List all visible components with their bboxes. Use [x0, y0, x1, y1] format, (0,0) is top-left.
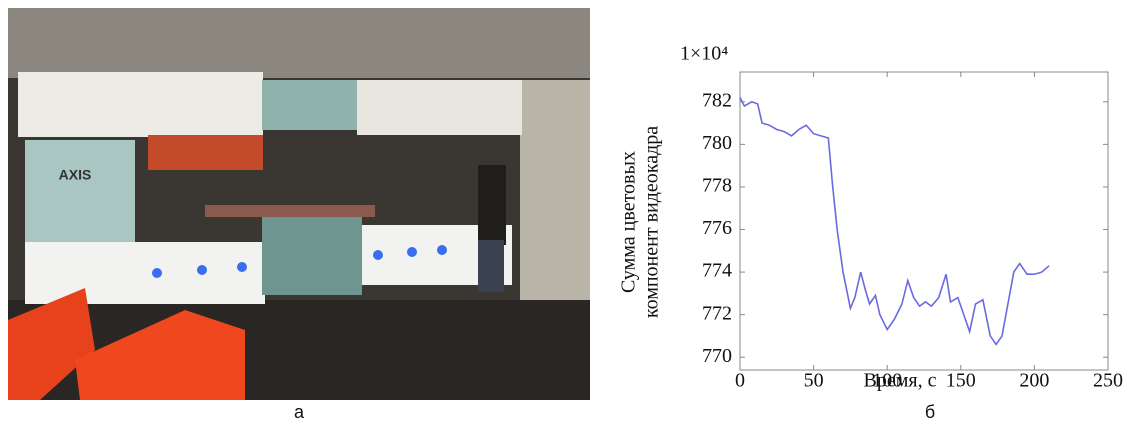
x-tick-label: 250: [1093, 370, 1123, 392]
y-axis-title: компонент видеокадра: [641, 126, 663, 318]
photo: AXIS: [8, 8, 590, 400]
y-tick-label: 776: [702, 217, 732, 239]
x-tick-label: 50: [804, 370, 824, 392]
x-tick-label: 150: [946, 370, 976, 392]
svg-text:AXIS: AXIS: [59, 167, 92, 183]
caption: б: [925, 402, 935, 422]
x-axis-title: Время, с: [864, 370, 937, 392]
y-tick-label: 782: [702, 89, 732, 111]
y-tick-label: 772: [702, 302, 732, 324]
x-tick-label: 200: [1019, 370, 1049, 392]
x-tick-label: 100: [872, 370, 902, 392]
plot-frame: [739, 71, 1109, 371]
y-tick-label: 778: [702, 175, 732, 197]
caption: а: [294, 402, 305, 422]
y-axis-title: Сумма цветовых: [618, 151, 640, 293]
data-line: [739, 97, 1050, 346]
y-tick-label: 774: [702, 260, 732, 282]
y-tick-label: 780: [702, 132, 732, 154]
y-tick-label: 770: [702, 345, 732, 367]
x-tick-label: 0: [735, 370, 745, 392]
y-multiplier: 1×10⁴: [680, 43, 728, 65]
